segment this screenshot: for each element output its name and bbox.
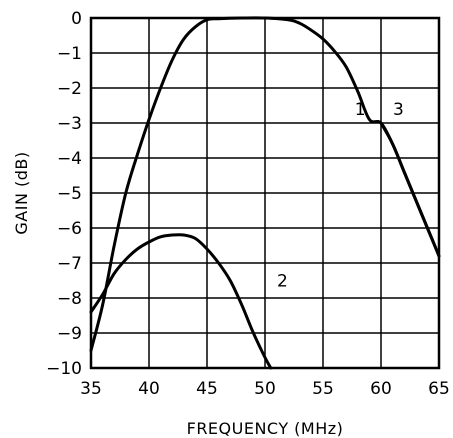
x-tick-label: 55 [312, 379, 334, 399]
x-tick-label: 65 [428, 379, 450, 399]
y-tick-label: −7 [57, 254, 82, 274]
y-tick-label: −8 [57, 289, 82, 309]
y-tick-label: −5 [57, 184, 82, 204]
y-tick-label: 0 [71, 9, 82, 29]
y-axis-title: GAIN (dB) [12, 151, 31, 234]
y-tick-label: −4 [57, 149, 82, 169]
x-tick-label: 40 [138, 379, 160, 399]
x-tick-label: 35 [80, 379, 102, 399]
y-tick-label: −10 [46, 359, 82, 379]
y-tick-label: −9 [57, 324, 82, 344]
y-tick-label: −2 [57, 79, 82, 99]
grid [90, 17, 440, 369]
curve-label-3: 3 [393, 100, 404, 120]
curve-labels: 1 3 2 [277, 100, 404, 292]
y-tick-label: −6 [57, 219, 82, 239]
y-tick-label: −3 [57, 114, 82, 134]
x-tick-label: 50 [254, 379, 276, 399]
series-line-2 [89, 233, 273, 370]
x-tick-label: 60 [370, 379, 392, 399]
curve-label-2: 2 [277, 272, 288, 292]
x-tick-labels: 35 40 45 50 55 60 65 [80, 379, 450, 399]
series-line-3 [379, 121, 441, 258]
x-tick-label: 45 [196, 379, 218, 399]
y-tick-labels: 0 −1 −2 −3 −4 −5 −6 −7 −8 −9 −10 [46, 9, 82, 379]
y-tick-label: −1 [57, 44, 82, 64]
curve-label-1: 1 [355, 100, 366, 120]
x-axis-title: FREQUENCY (MHz) [187, 419, 344, 438]
plot-frame [89, 16, 441, 370]
